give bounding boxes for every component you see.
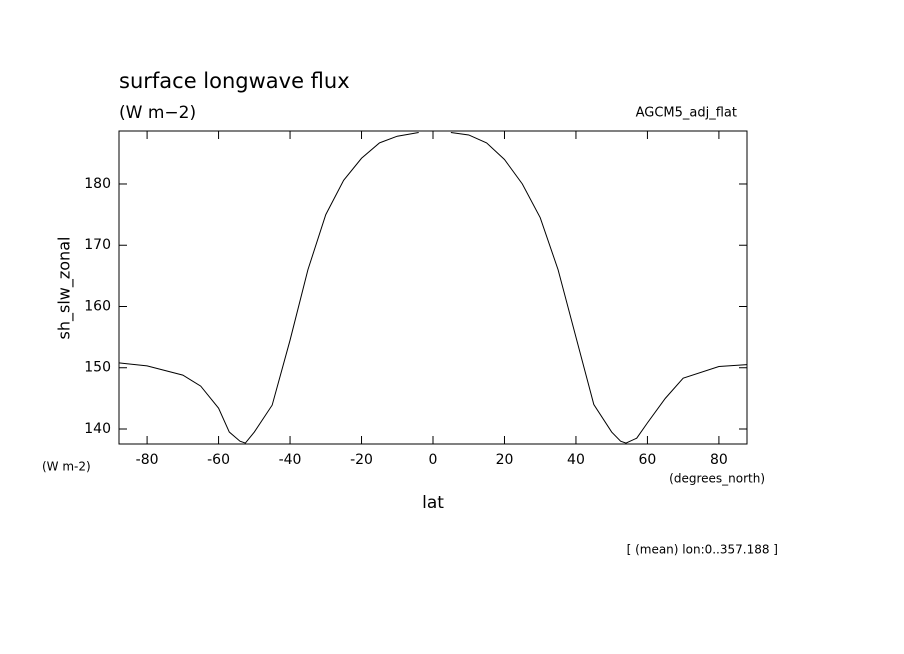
x-tick-label: -40 — [279, 452, 302, 468]
x-tick-label: -20 — [350, 452, 373, 468]
y-units: (W m-2) — [42, 460, 91, 474]
y-axis-label: sh_slw_zonal — [55, 237, 75, 340]
y-tick-label: 180 — [84, 176, 111, 192]
x-tick-label: -60 — [207, 452, 230, 468]
y-tick-label: 140 — [84, 421, 111, 437]
footnote: [ (mean) lon:0..357.188 ] — [627, 543, 778, 557]
chart-title: surface longwave flux — [119, 69, 350, 93]
dataset-label: AGCM5_adj_flat — [636, 106, 737, 121]
data-line — [118, 132, 748, 444]
x-axis-label: lat — [422, 493, 444, 513]
x-tick-label: 20 — [496, 452, 514, 468]
y-tick-label: 170 — [84, 237, 111, 253]
x-tick-label: 0 — [429, 452, 438, 468]
x-tick-label: -80 — [136, 452, 159, 468]
x-units: (degrees_north) — [669, 472, 765, 486]
y-tick-label: 150 — [84, 360, 111, 376]
x-tick-label: 80 — [710, 452, 728, 468]
x-tick-label: 60 — [639, 452, 657, 468]
x-tick-label: 40 — [567, 452, 585, 468]
chart-subtitle: (W m−2) — [119, 103, 196, 123]
y-tick-label: 160 — [84, 298, 111, 314]
